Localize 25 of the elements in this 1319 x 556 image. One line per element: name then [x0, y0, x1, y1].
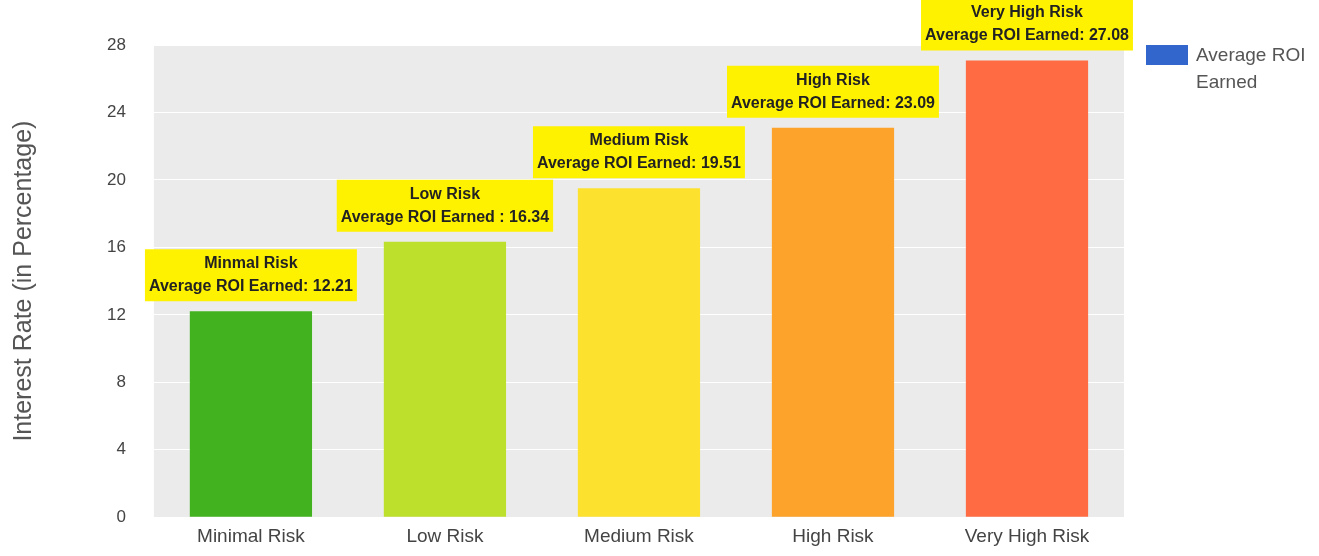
annotation: Medium Risk Average ROI Earned: 19.51 — [536, 131, 742, 172]
annotation: Low Risk Average ROI Earned : 16.34 — [340, 184, 550, 225]
y-axis-title: Interest Rate (in Percentage) — [7, 120, 36, 442]
annotation: Very High Risk Average ROI Earned: 27.08 — [925, 3, 1130, 44]
y-tick-label: 20 — [106, 169, 126, 189]
y-tick-label: 12 — [106, 304, 126, 324]
text: Average ROI Earned — [1196, 43, 1307, 94]
y-tick-label: 16 — [106, 237, 126, 257]
annotation: High Risk Average ROI Earned: 23.09 — [731, 70, 936, 111]
x-tick-label: Minimal Risk — [197, 524, 306, 546]
x-tick-label: Low Risk — [406, 524, 484, 546]
bar — [965, 60, 1089, 517]
y-tick-label: 28 — [106, 34, 126, 54]
bar — [189, 311, 313, 517]
annotation: Minmal Risk Average ROI Earned: 12.21 — [148, 254, 353, 295]
y-tick-label: 0 — [116, 506, 126, 526]
y-tick-label: 8 — [116, 371, 126, 391]
x-tick-label: Medium Risk — [584, 524, 695, 546]
x-tick-label: High Risk — [792, 524, 875, 546]
x-tick-label: Very High Risk — [964, 524, 1090, 546]
bar — [771, 127, 895, 517]
y-tick-label: 24 — [106, 102, 126, 122]
bar — [383, 241, 507, 517]
y-tick-label: 4 — [116, 439, 126, 459]
bar — [577, 188, 701, 517]
